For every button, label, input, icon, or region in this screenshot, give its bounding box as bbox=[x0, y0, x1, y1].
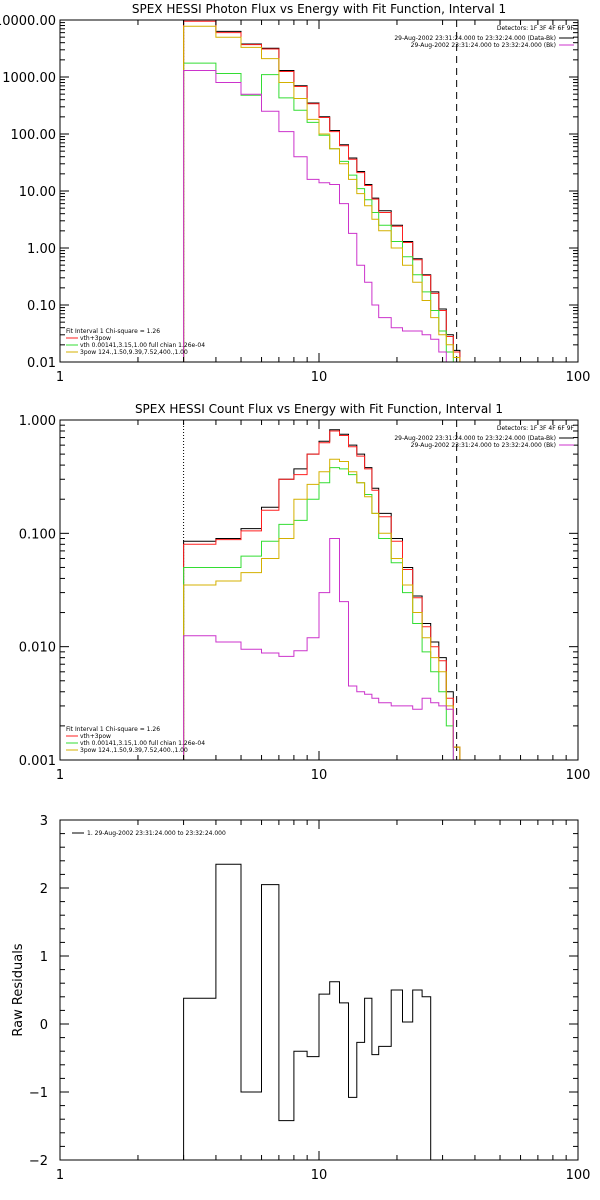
y-tick-label: 0.001 bbox=[19, 754, 56, 769]
series-line-4 bbox=[183, 70, 467, 362]
series-line-3 bbox=[183, 25, 467, 362]
fit-legend-entry: Fit Interval 1 Chi-square = 1.26 bbox=[66, 328, 160, 335]
series-line-2 bbox=[183, 62, 467, 362]
y-tick-label: −1 bbox=[29, 1086, 48, 1101]
header-line: 29-Aug-2002 23:31:24.000 to 23:32:24.000… bbox=[394, 435, 556, 442]
fit-legend-entry: 3pow 124.,1.50,9.39,7.52,400.,1.00 bbox=[80, 747, 188, 754]
chart-title: SPEX HESSI Photon Flux vs Energy with Fi… bbox=[132, 2, 506, 16]
y-tick-label: 10000.00 bbox=[0, 14, 56, 29]
series-group bbox=[183, 20, 467, 362]
count-flux-panel: SPEX HESSI Count Flux vs Energy with Fit… bbox=[19, 402, 591, 783]
y-tick-label: 100.00 bbox=[11, 128, 57, 143]
x-tick-label: 10 bbox=[311, 768, 328, 783]
x-tick-label: 100 bbox=[566, 1168, 591, 1183]
series-line-4 bbox=[183, 538, 467, 760]
y-tick-label: 1.000 bbox=[19, 414, 56, 429]
series-group bbox=[183, 863, 440, 1160]
plot-frame bbox=[59, 19, 579, 363]
y-tick-label: 0 bbox=[40, 1018, 48, 1033]
y-tick-label: 2 bbox=[40, 882, 48, 897]
y-tick-label: 0.010 bbox=[19, 641, 56, 656]
legend-entry: 1. 29-Aug-2002 23:31:24.000 to 23:32:24.… bbox=[87, 830, 226, 837]
series-line-3 bbox=[183, 458, 467, 760]
y-tick-label: 0.01 bbox=[27, 356, 56, 371]
x-tick-label: 1 bbox=[56, 370, 64, 385]
y-tick-label: 3 bbox=[40, 814, 48, 829]
series-line-2 bbox=[183, 467, 467, 760]
chart-title: SPEX HESSI Count Flux vs Energy with Fit… bbox=[135, 402, 503, 416]
y-tick-label: 0.10 bbox=[27, 299, 56, 314]
series-line-1 bbox=[183, 430, 467, 760]
series-group bbox=[183, 429, 467, 760]
x-tick-label: 100 bbox=[566, 768, 591, 783]
fit-legend-entry: 3pow 124.,1.50,9.39,7.52,400.,1.00 bbox=[80, 349, 188, 356]
detectors-label: Detectors: 1F 3F 4F 6F 9F bbox=[497, 25, 575, 32]
y-tick-label: 10.00 bbox=[19, 185, 56, 200]
header-line: 29-Aug-2002 23:31:24.000 to 23:32:24.000… bbox=[411, 42, 556, 49]
y-tick-label: 0.100 bbox=[19, 527, 56, 542]
plot-frame bbox=[59, 419, 579, 761]
fit-legend-entry: Fit Interval 1 Chi-square = 1.26 bbox=[66, 726, 160, 733]
header-line: 29-Aug-2002 23:31:24.000 to 23:32:24.000… bbox=[411, 442, 556, 449]
fit-legend-entry: vth 0.00141,3.15,1.00 full chian 1.26e-0… bbox=[80, 740, 205, 747]
y-tick-label: 1 bbox=[40, 950, 48, 965]
x-tick-label: 10 bbox=[311, 1168, 328, 1183]
x-tick-label: 10 bbox=[311, 370, 328, 385]
photon-flux-panel: SPEX HESSI Photon Flux vs Energy with Fi… bbox=[0, 2, 590, 385]
fit-legend-entry: vth 0.00141,3.15,1.00 full chian 1.26e-0… bbox=[80, 342, 205, 349]
y-axis-label: Raw Residuals bbox=[11, 943, 26, 1036]
x-tick-label: 100 bbox=[566, 370, 591, 385]
detectors-label: Detectors: 1F 3F 4F 6F 9F bbox=[497, 425, 575, 432]
series-line-0 bbox=[183, 863, 440, 1160]
series-line-0 bbox=[183, 20, 467, 362]
fit-legend-entry: vth+3pow bbox=[80, 335, 111, 342]
x-tick-label: 1 bbox=[56, 1168, 64, 1183]
y-tick-label: 1000.00 bbox=[2, 71, 56, 86]
y-tick-label: 1.00 bbox=[27, 242, 56, 257]
series-line-1 bbox=[183, 20, 467, 362]
plot-frame bbox=[59, 819, 579, 1161]
header-line: 29-Aug-2002 23:31:24.000 to 23:32:24.000… bbox=[394, 35, 556, 42]
x-tick-label: 1 bbox=[56, 768, 64, 783]
y-tick-label: −2 bbox=[29, 1154, 48, 1169]
series-line-0 bbox=[183, 429, 467, 760]
fit-legend-entry: vth+3pow bbox=[80, 733, 111, 740]
